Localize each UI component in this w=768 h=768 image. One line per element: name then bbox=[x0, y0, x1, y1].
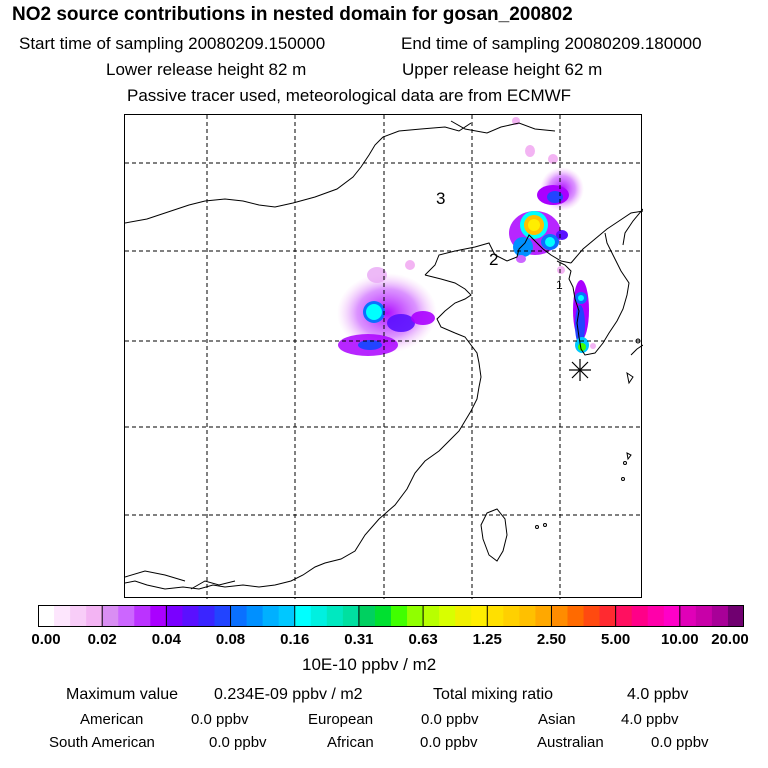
total-mixing-label: Total mixing ratio bbox=[433, 686, 554, 703]
colorbar-swatch bbox=[695, 605, 713, 627]
max-value: 0.234E-09 ppbv / m2 bbox=[214, 686, 363, 703]
colorbar-swatch bbox=[471, 605, 488, 627]
colorbar-tick: 1.25 bbox=[472, 631, 502, 648]
total-mixing-value: 4.0 ppbv bbox=[627, 686, 689, 703]
colorbar-tick: 10.00 bbox=[661, 631, 699, 648]
max-value-label: Maximum value bbox=[66, 686, 179, 703]
colorbar-swatch bbox=[567, 605, 585, 627]
source-value: 0.0 ppbv bbox=[191, 711, 249, 728]
colorbar-unit-label: 10E-10 ppbv / m2 bbox=[302, 655, 437, 674]
source-name: American bbox=[80, 711, 144, 728]
colorbar-swatch bbox=[727, 605, 744, 627]
colorbar-tick: 0.16 bbox=[280, 631, 310, 648]
source-name: Asian bbox=[538, 711, 576, 728]
colorbar-swatch bbox=[374, 605, 392, 627]
colorbar-swatch bbox=[150, 605, 167, 627]
colorbar-swatch bbox=[86, 605, 103, 627]
colorbar-tick: 5.00 bbox=[601, 631, 631, 648]
colorbar-swatch bbox=[278, 605, 296, 627]
colorbar-swatch bbox=[599, 605, 617, 627]
colorbar-tick: 0.08 bbox=[215, 631, 246, 648]
end-time-label: End time of sampling 20080209.180000 bbox=[401, 34, 702, 53]
colorbar-swatch bbox=[551, 605, 568, 627]
region-label-2: 2 bbox=[489, 250, 498, 269]
colorbar-tick: 0.00 bbox=[31, 631, 61, 648]
colorbar-swatch bbox=[214, 605, 232, 627]
colorbar-swatch bbox=[455, 605, 472, 627]
colorbar-tick: 0.04 bbox=[151, 631, 181, 648]
upper-release-height: Upper release height 62 m bbox=[402, 60, 603, 79]
source-name: South American bbox=[49, 734, 155, 751]
colorbar-tick: 2.50 bbox=[536, 631, 567, 648]
concentration-plumes bbox=[337, 117, 596, 356]
colorbar-tick: 0.63 bbox=[408, 631, 438, 648]
source-value: 0.0 ppbv bbox=[209, 734, 267, 751]
colorbar-swatch bbox=[407, 605, 424, 627]
colorbar-swatch bbox=[487, 605, 504, 627]
colorbar-swatch bbox=[310, 605, 328, 627]
colorbar-swatch bbox=[326, 605, 344, 627]
colorbar-swatch bbox=[503, 605, 520, 627]
colorbar-swatch bbox=[118, 605, 135, 627]
source-value: 0.0 ppbv bbox=[651, 734, 709, 751]
source-name: African bbox=[327, 734, 374, 751]
source-name: European bbox=[308, 711, 374, 728]
region-label-1: 1 bbox=[556, 278, 563, 292]
start-time-label: Start time of sampling 20080209.150000 bbox=[19, 34, 326, 53]
colorbar-swatch bbox=[262, 605, 280, 627]
colorbar-swatch bbox=[358, 605, 376, 627]
colorbar-swatch bbox=[711, 605, 729, 627]
colorbar-swatch bbox=[342, 605, 360, 627]
lower-release-height: Lower release height 82 m bbox=[106, 60, 307, 79]
region-label-3: 3 bbox=[436, 189, 445, 208]
colorbar-swatch bbox=[134, 605, 151, 627]
colorbar-tick: 0.31 bbox=[344, 631, 374, 648]
receptor-marker-icon bbox=[569, 359, 591, 381]
colorbar-tick: 0.02 bbox=[87, 631, 117, 648]
tracer-note: Passive tracer used, meteorological data… bbox=[127, 86, 572, 105]
colorbar-swatch bbox=[647, 605, 665, 627]
coastlines bbox=[124, 120, 644, 590]
colorbar-swatch bbox=[583, 605, 601, 627]
colorbar-swatch bbox=[439, 605, 456, 627]
source-value: 4.0 ppbv bbox=[621, 711, 679, 728]
source-value: 0.0 ppbv bbox=[420, 734, 478, 751]
colorbar-swatch bbox=[519, 605, 536, 627]
colorbar-swatch bbox=[182, 605, 199, 627]
map-panel: 3 2 1 bbox=[124, 114, 644, 599]
colorbar-swatch bbox=[102, 605, 119, 627]
colorbar-swatch bbox=[615, 605, 633, 627]
source-value: 0.0 ppbv bbox=[421, 711, 479, 728]
colorbar bbox=[38, 605, 744, 627]
colorbar-swatch bbox=[294, 605, 312, 627]
colorbar-swatch bbox=[230, 605, 248, 627]
colorbar-swatch bbox=[246, 605, 264, 627]
colorbar-swatch bbox=[679, 605, 697, 627]
colorbar-tick: 20.00 bbox=[711, 631, 749, 648]
colorbar-swatch bbox=[166, 605, 183, 627]
colorbar-swatch bbox=[391, 605, 408, 627]
colorbar-swatch bbox=[631, 605, 649, 627]
colorbar-swatch bbox=[535, 605, 552, 627]
colorbar-swatch bbox=[198, 605, 215, 627]
colorbar-swatch bbox=[423, 605, 440, 627]
colorbar-swatch bbox=[38, 605, 55, 627]
colorbar-swatch bbox=[70, 605, 87, 627]
plot-title: NO2 source contributions in nested domai… bbox=[12, 4, 573, 25]
colorbar-swatch bbox=[663, 605, 681, 627]
map-canvas: 3 2 1 bbox=[124, 115, 644, 599]
colorbar-border bbox=[38, 605, 744, 627]
colorbar-swatch bbox=[54, 605, 71, 627]
source-name: Australian bbox=[537, 734, 604, 751]
